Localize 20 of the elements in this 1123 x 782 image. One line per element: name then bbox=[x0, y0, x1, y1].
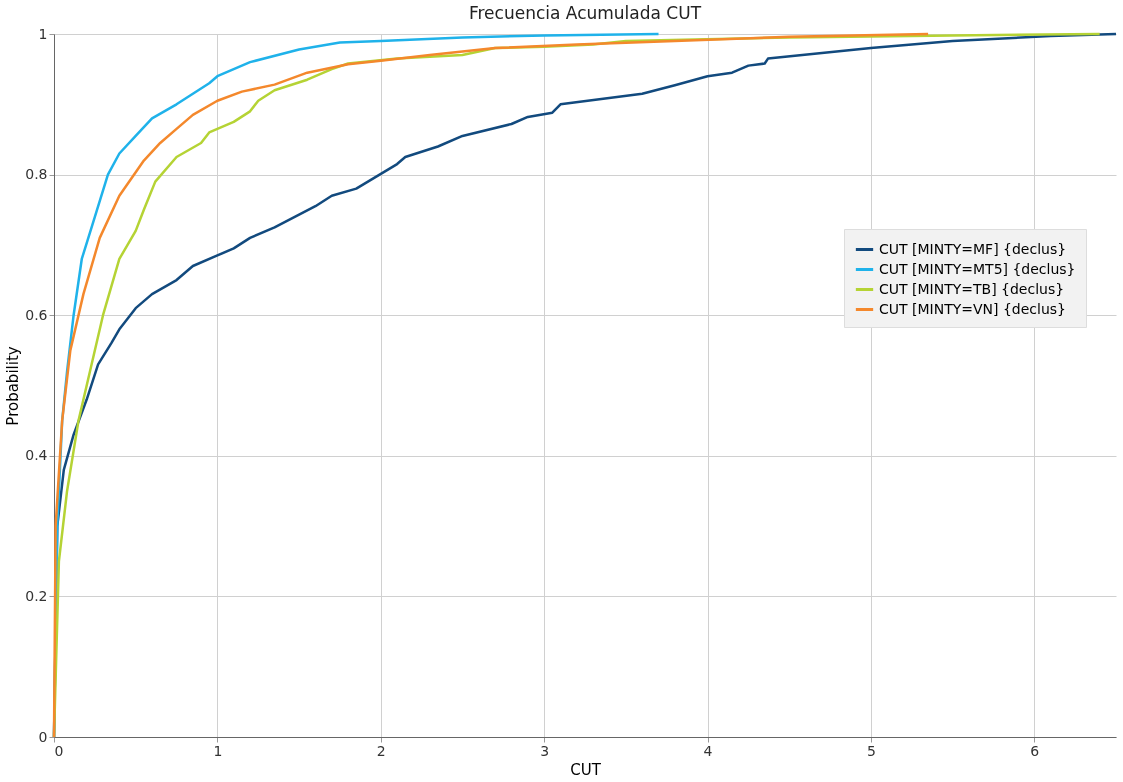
legend-label: CUT [MINTY=VN] {declus} bbox=[879, 300, 1067, 317]
y-tick-label: 0.8 bbox=[25, 166, 48, 183]
y-tick-label: 0.2 bbox=[25, 587, 48, 604]
x-tick-label: 1 bbox=[213, 742, 223, 759]
x-tick-label: 6 bbox=[1030, 742, 1040, 759]
x-tick-label: 5 bbox=[866, 742, 876, 759]
legend-label: CUT [MINTY=MF] {declus} bbox=[879, 240, 1067, 257]
y-tick-label: 0 bbox=[38, 728, 48, 745]
legend-label: CUT [MINTY=MT5] {declus} bbox=[879, 260, 1076, 277]
y-tick-label: 0.6 bbox=[25, 306, 48, 323]
x-tick-label: 0 bbox=[54, 742, 64, 759]
y-tick-label: 0.4 bbox=[25, 447, 48, 464]
x-tick-label: 3 bbox=[540, 742, 550, 759]
x-tick-label: 4 bbox=[703, 742, 713, 759]
y-tick-label: 1 bbox=[38, 25, 48, 42]
x-axis-title: CUT bbox=[570, 760, 602, 779]
chart-title: Frecuencia Acumulada CUT bbox=[468, 3, 702, 23]
x-tick-label: 2 bbox=[376, 742, 386, 759]
y-axis-title: Probability bbox=[4, 346, 23, 426]
legend-label: CUT [MINTY=TB] {declus} bbox=[879, 280, 1065, 297]
